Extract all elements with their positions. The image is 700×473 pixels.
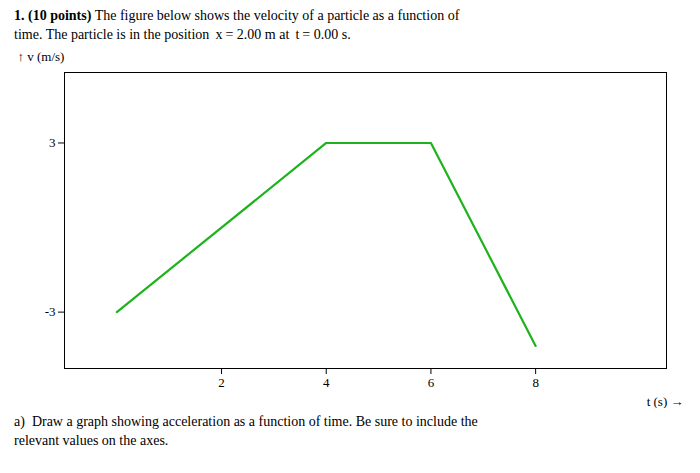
html-text:1. (10 points) The figure belo: 1. (10 points) The figure below shows th…: [14, 8, 460, 23]
svg-text:4: 4: [323, 375, 330, 390]
svg-text:8: 8: [532, 375, 539, 390]
svg-text:t (s) →: t (s) →: [647, 394, 684, 409]
html-text:time. The particle is in the p: time. The particle is in the position x …: [14, 27, 351, 42]
svg-text:↑ v (m/s): ↑ v (m/s): [18, 49, 65, 64]
svg-text:-3: -3: [45, 304, 56, 319]
svg-text:2: 2: [218, 375, 225, 390]
html-text:a) Draw a graph showing accele: a) Draw a graph showing acceleration as …: [14, 414, 478, 448]
svg-text:3: 3: [49, 135, 56, 150]
svg-text:6: 6: [428, 375, 435, 390]
